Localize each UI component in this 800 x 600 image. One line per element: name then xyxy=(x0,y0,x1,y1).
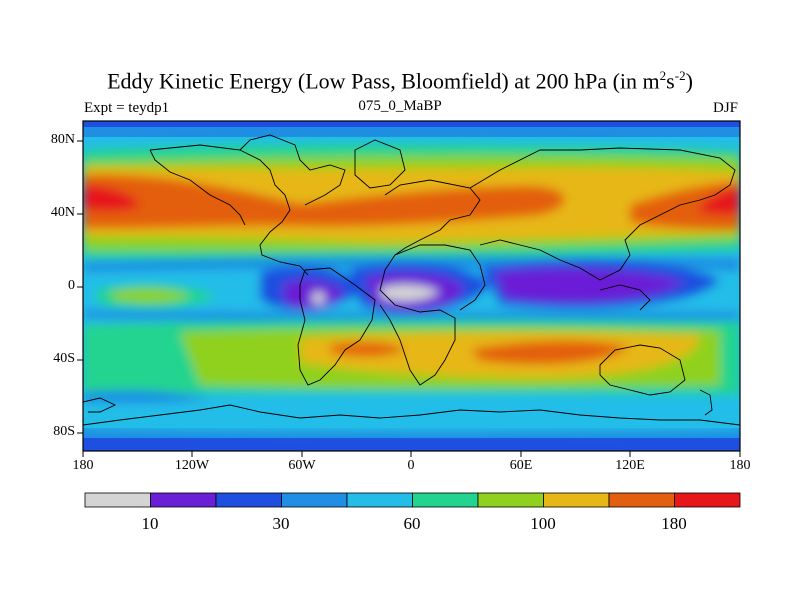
coastlines xyxy=(83,134,740,426)
x-tick-label-120w: 120W xyxy=(174,458,210,473)
colorbar-label-180: 180 xyxy=(661,514,687,533)
y-tick-label-40s: 40S xyxy=(53,351,75,366)
colorbar-box xyxy=(674,492,741,508)
y-tick-label-40n: 40N xyxy=(50,205,75,220)
colorbar-label-60: 60 xyxy=(403,514,421,533)
colorbar-box xyxy=(84,492,151,508)
colorbar-box xyxy=(608,492,675,508)
colorbar-box xyxy=(215,492,282,508)
colorbar-box xyxy=(150,492,217,508)
x-tick-label-120e: 120E xyxy=(615,458,645,473)
colorbar-box xyxy=(477,492,544,508)
x-tick-label-180w: 180 xyxy=(72,458,94,473)
season-label: DJF xyxy=(712,100,738,116)
map-title: Eddy Kinetic Energy (Low Pass, Bloomfiel… xyxy=(107,68,693,94)
colorbar-box xyxy=(346,492,413,508)
x-tick-label-60e: 60E xyxy=(509,458,533,473)
experiment-label: Expt = teydp1 xyxy=(84,100,170,116)
colorbar-label-100: 100 xyxy=(530,514,556,533)
y-tick-label-0: 0 xyxy=(68,278,75,293)
x-tick-label-180e: 180 xyxy=(729,458,751,473)
colorbar xyxy=(84,492,741,508)
colorbar-label-30: 30 xyxy=(272,514,290,533)
x-tick-label-0: 0 xyxy=(407,458,415,473)
y-tick-label-80s: 80S xyxy=(53,424,75,439)
y-tick-label-80n: 80N xyxy=(50,132,75,147)
time-label: 075_0_MaBP xyxy=(358,98,442,114)
axis-ticks xyxy=(77,140,741,457)
field-contours xyxy=(83,121,740,451)
x-tick-label-60w: 60W xyxy=(288,458,316,473)
colorbar-label-10: 10 xyxy=(141,514,159,533)
colorbar-box xyxy=(543,492,610,508)
colorbar-box xyxy=(412,492,479,508)
colorbar-box xyxy=(281,492,348,508)
